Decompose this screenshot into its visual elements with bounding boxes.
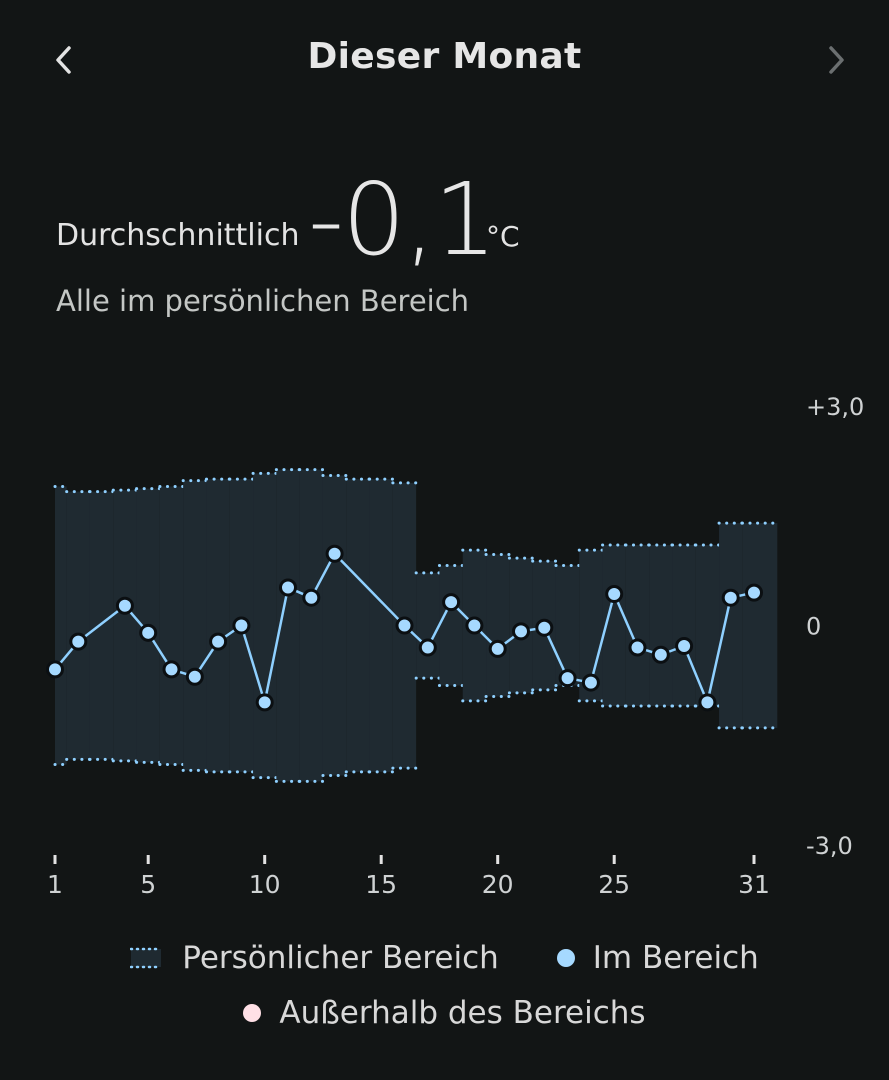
data-point-day-12 bbox=[302, 588, 321, 607]
range-band-day-12 bbox=[299, 469, 323, 782]
range-band-day-6 bbox=[159, 486, 184, 765]
data-point-day-2 bbox=[69, 632, 88, 651]
data-point-day-28 bbox=[675, 636, 694, 655]
data-point-day-30 bbox=[721, 588, 740, 607]
range-status-subtitle: Alle im persönlichen Bereich bbox=[56, 284, 470, 318]
range-band-day-17 bbox=[416, 572, 440, 679]
chevron-left-icon bbox=[56, 46, 71, 74]
range-band-day-7 bbox=[183, 480, 207, 771]
range-band-day-1 bbox=[55, 486, 67, 765]
data-point-day-11 bbox=[279, 578, 297, 597]
data-point-day-7 bbox=[185, 667, 204, 686]
range-band-day-26 bbox=[625, 545, 650, 706]
chevron-right-icon bbox=[829, 46, 844, 74]
range-band-day-14 bbox=[346, 479, 370, 772]
page-title: Dieser Monat bbox=[307, 36, 582, 77]
range-band-day-31 bbox=[742, 523, 778, 728]
data-point-day-20 bbox=[488, 639, 507, 658]
data-point-day-16 bbox=[395, 616, 414, 635]
range-band-day-4 bbox=[113, 490, 137, 761]
x-tick-label: 5 bbox=[140, 870, 156, 899]
data-point-day-22 bbox=[535, 618, 554, 637]
x-tick-label: 1 bbox=[47, 870, 63, 899]
range-band-day-18 bbox=[439, 565, 463, 686]
legend-row-1: Persönlicher Bereich Im Bereich bbox=[0, 940, 889, 976]
legend-label-personal-range: Persönlicher Bereich bbox=[182, 940, 499, 976]
range-band-day-8 bbox=[206, 479, 230, 772]
x-tick-label: 10 bbox=[249, 870, 281, 899]
legend-item-in-range: Im Bereich bbox=[556, 940, 759, 976]
range-band-day-10 bbox=[253, 473, 277, 778]
x-tick-label: 25 bbox=[598, 870, 630, 899]
data-point-day-6 bbox=[162, 660, 181, 679]
range-band-icon bbox=[130, 947, 163, 969]
data-point-day-31 bbox=[745, 583, 763, 602]
x-tick-label: 31 bbox=[738, 870, 770, 899]
data-point-day-29 bbox=[698, 693, 717, 712]
range-band-day-15 bbox=[369, 479, 393, 772]
range-band-day-3 bbox=[89, 491, 114, 760]
y-tick-label: +3,0 bbox=[806, 393, 864, 421]
average-label: Durchschnittlich bbox=[56, 218, 300, 253]
data-point-day-9 bbox=[232, 616, 251, 635]
temperature-chart: +3,00-3,01 5 10 15 20 25 31 bbox=[46, 393, 864, 899]
average-value: -0,1 bbox=[308, 161, 497, 278]
data-point-day-27 bbox=[651, 645, 670, 664]
range-band-day-29 bbox=[695, 545, 720, 706]
legend-item-out-of-range: Außerhalb des Bereichs bbox=[243, 995, 646, 1031]
data-point-day-19 bbox=[465, 616, 484, 635]
range-band-day-23 bbox=[555, 565, 580, 686]
range-band-day-30 bbox=[719, 523, 743, 728]
data-point-day-1 bbox=[46, 660, 64, 679]
data-point-day-24 bbox=[581, 673, 600, 692]
y-tick-label: 0 bbox=[806, 613, 821, 641]
data-point-day-8 bbox=[209, 632, 228, 651]
in-range-dot-icon bbox=[556, 949, 575, 967]
data-point-day-18 bbox=[442, 593, 461, 612]
data-point-day-13 bbox=[325, 544, 344, 563]
data-point-day-5 bbox=[139, 623, 158, 642]
average-unit: °C bbox=[486, 220, 520, 253]
range-band-day-27 bbox=[649, 545, 673, 706]
previous-month-button[interactable] bbox=[42, 38, 86, 82]
x-tick-label: 20 bbox=[482, 870, 514, 899]
range-band-day-28 bbox=[672, 545, 696, 706]
legend-label-in-range: Im Bereich bbox=[592, 940, 759, 976]
next-month-button[interactable] bbox=[814, 38, 858, 82]
legend-row-2: Außerhalb des Bereichs bbox=[0, 995, 889, 1031]
range-band-day-13 bbox=[322, 475, 347, 776]
range-band-day-25 bbox=[602, 545, 626, 706]
y-tick-label: -3,0 bbox=[806, 832, 853, 860]
legend-label-out-of-range: Außerhalb des Bereichs bbox=[279, 995, 646, 1031]
data-point-day-17 bbox=[418, 638, 437, 657]
range-band-day-20 bbox=[486, 554, 510, 697]
data-point-day-10 bbox=[255, 693, 274, 712]
data-point-day-26 bbox=[628, 638, 647, 657]
temperature-line bbox=[54, 552, 755, 704]
out-of-range-dot-icon bbox=[243, 1004, 262, 1022]
x-tick-label: 15 bbox=[365, 870, 397, 899]
legend-item-personal-range: Persönlicher Bereich bbox=[130, 940, 499, 976]
data-point-day-23 bbox=[558, 669, 577, 688]
data-point-day-21 bbox=[512, 622, 530, 641]
data-point-day-25 bbox=[605, 585, 624, 604]
range-band-day-2 bbox=[66, 491, 90, 760]
data-point-day-4 bbox=[115, 596, 134, 615]
range-band-day-11 bbox=[276, 469, 300, 782]
